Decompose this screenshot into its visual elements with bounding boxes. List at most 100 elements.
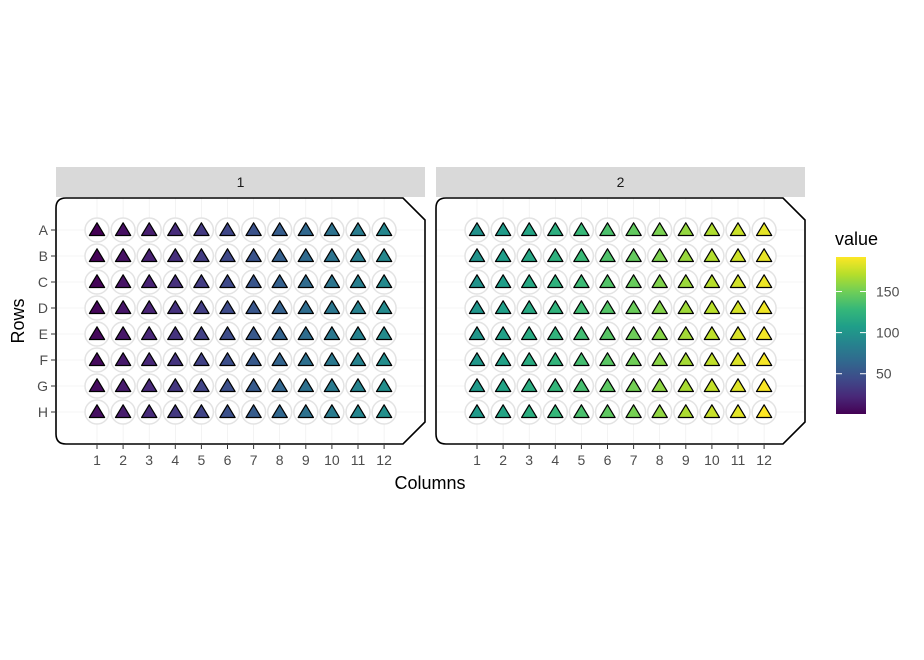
x-tick-label: 5 (198, 452, 206, 468)
well-marker (547, 378, 564, 393)
well-marker (297, 378, 314, 393)
well-marker (141, 274, 158, 289)
x-tick-label: 4 (171, 452, 179, 468)
well-marker (520, 404, 538, 419)
well-marker (520, 352, 538, 367)
well-marker (520, 326, 538, 341)
well-marker (703, 326, 721, 341)
well-marker (729, 248, 747, 263)
well-marker (547, 248, 564, 263)
well-marker (625, 300, 642, 315)
well-marker (573, 300, 590, 315)
x-tick-label: 9 (682, 452, 690, 468)
x-tick-label: 7 (630, 452, 638, 468)
well-marker (651, 378, 668, 393)
well-marker (219, 300, 236, 315)
well-marker (219, 378, 236, 393)
well-marker (219, 404, 236, 419)
well-marker (375, 274, 393, 289)
well-marker (755, 274, 773, 289)
color-legend: value 50 100 150 (835, 229, 900, 414)
well-marker (141, 352, 158, 367)
well-marker (141, 222, 158, 237)
well-marker (193, 248, 210, 263)
well-marker (651, 300, 668, 315)
well-marker (88, 326, 106, 341)
well-marker (219, 248, 236, 263)
well-marker (573, 326, 590, 341)
well-marker (494, 404, 512, 419)
y-tick-label: D (38, 300, 48, 316)
x-tick-label: 1 (93, 452, 101, 468)
x-tick-label: 6 (224, 452, 232, 468)
facet-panel-2: 21 2 3 4 5 6 7 8 9 10 11 12 (435, 167, 806, 468)
well-marker (297, 222, 314, 237)
well-marker (193, 300, 210, 315)
well-marker (703, 222, 721, 237)
well-marker (520, 274, 538, 289)
well-marker (468, 300, 486, 315)
x-tick-label: 7 (250, 452, 258, 468)
well-marker (677, 274, 695, 289)
x-tick-label: 5 (578, 452, 586, 468)
well-marker (547, 352, 564, 367)
well-marker (167, 326, 184, 341)
well-marker (323, 300, 341, 315)
facet-strip-label: 1 (237, 174, 245, 190)
y-tick-label: G (37, 378, 48, 394)
well-marker (167, 248, 184, 263)
well-marker (755, 378, 773, 393)
well-marker (88, 352, 106, 367)
well-marker (547, 222, 564, 237)
x-tick-label: 6 (604, 452, 612, 468)
well-marker (729, 352, 747, 367)
well-marker (547, 326, 564, 341)
well-marker (599, 404, 616, 419)
well-marker (729, 404, 747, 419)
well-marker (141, 378, 158, 393)
well-marker (245, 274, 262, 289)
well-marker (651, 222, 668, 237)
well-marker (547, 404, 564, 419)
well-marker (375, 248, 393, 263)
well-marker (375, 300, 393, 315)
well-marker (323, 326, 341, 341)
well-marker (245, 300, 262, 315)
x-tick-label: 2 (499, 452, 507, 468)
well-marker (494, 222, 512, 237)
well-marker (494, 274, 512, 289)
well-marker (114, 404, 132, 419)
x-tick-label: 3 (525, 452, 533, 468)
well-marker (193, 274, 210, 289)
well-marker (677, 222, 695, 237)
well-marker (349, 404, 367, 419)
well-marker (375, 404, 393, 419)
well-marker (88, 300, 106, 315)
well-marker (349, 222, 367, 237)
well-marker (651, 352, 668, 367)
well-marker (520, 248, 538, 263)
well-marker (323, 222, 341, 237)
well-marker (677, 300, 695, 315)
well-marker (297, 326, 314, 341)
well-marker (729, 378, 747, 393)
well-marker (573, 378, 590, 393)
well-marker (573, 222, 590, 237)
well-marker (468, 378, 486, 393)
well-marker (297, 300, 314, 315)
well-marker (114, 300, 132, 315)
well-marker (468, 274, 486, 289)
facet-strip-label: 2 (617, 174, 625, 190)
well-marker (494, 352, 512, 367)
well-marker (599, 274, 616, 289)
well-marker (193, 352, 210, 367)
well-marker (88, 404, 106, 419)
well-marker (219, 274, 236, 289)
x-tick-label: 12 (756, 452, 772, 468)
well-marker (323, 404, 341, 419)
x-tick-label: 10 (324, 452, 340, 468)
well-marker (271, 274, 288, 289)
well-marker (729, 300, 747, 315)
